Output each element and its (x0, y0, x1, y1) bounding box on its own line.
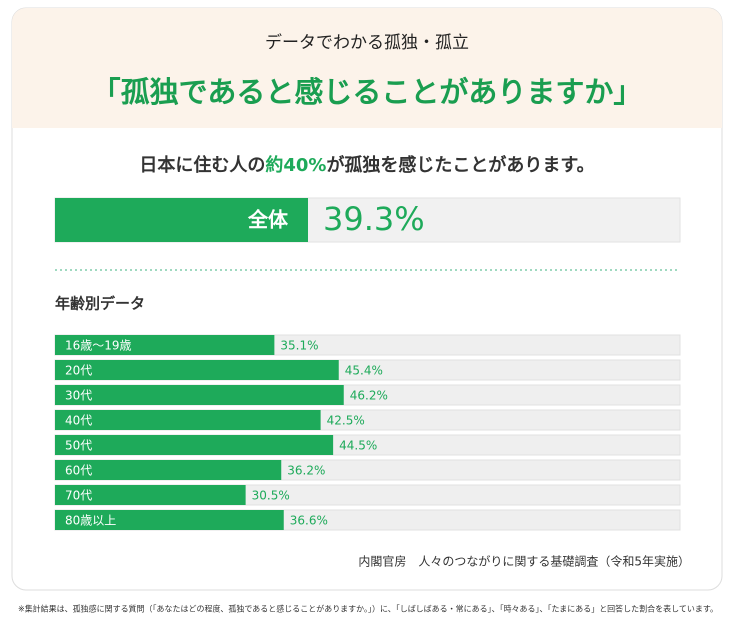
value-label: 30.5% (252, 489, 290, 503)
chart-title: 「孤独であると感じることがありますか」 (92, 75, 643, 109)
subtitle-part: 日本に住む人の (139, 154, 265, 176)
bar (55, 410, 321, 430)
bar (55, 435, 334, 455)
section-title: 年齢別データ (55, 295, 145, 313)
header-band (12, 8, 722, 128)
category-label: 30代 (65, 389, 92, 403)
kicker: データでわかる孤独・孤立 (265, 32, 469, 53)
value-label: 36.6% (290, 514, 328, 528)
footnote: ※集計結果は、孤独感に関する質問（「あなたはどの程度、孤独であると感じることがあ… (18, 604, 718, 614)
subtitle: 日本に住む人の約40%が孤独を感じたことがあります。 (139, 154, 594, 176)
bars: 16歳〜19歳 35.1% 20代 45.4% 30代 46.2% 40代 42.5% 50代 4… (54, 334, 681, 531)
category-label: 60代 (65, 464, 92, 478)
category-label: 40代 (65, 414, 92, 428)
overall-value: 39.3% (323, 200, 425, 238)
category-label: 16歳〜19歳 (65, 339, 132, 353)
source: 内閣官房 人々のつながりに関する基礎調査（令和5年実施） (358, 554, 690, 569)
value-label: 35.1% (280, 339, 318, 353)
bar (55, 335, 275, 355)
value-label: 42.5% (327, 414, 365, 428)
value-label: 44.5% (339, 439, 377, 453)
bar (55, 485, 246, 505)
overall-label-box (55, 198, 308, 242)
subtitle-highlight: 約40% (265, 154, 326, 176)
bar (55, 510, 284, 530)
value-label: 36.2% (287, 464, 325, 478)
category-label: 80歳以上 (65, 514, 116, 528)
value-label: 46.2% (350, 389, 388, 403)
overall-label: 全体 (247, 208, 289, 232)
bar (55, 385, 344, 405)
subtitle-part: が孤独を感じたことがあります。 (326, 154, 594, 176)
value-label: 45.4% (345, 364, 383, 378)
category-label: 20代 (65, 364, 92, 378)
category-label: 70代 (65, 489, 92, 503)
category-label: 50代 (65, 439, 92, 453)
bar (55, 360, 339, 380)
bar (55, 460, 282, 480)
